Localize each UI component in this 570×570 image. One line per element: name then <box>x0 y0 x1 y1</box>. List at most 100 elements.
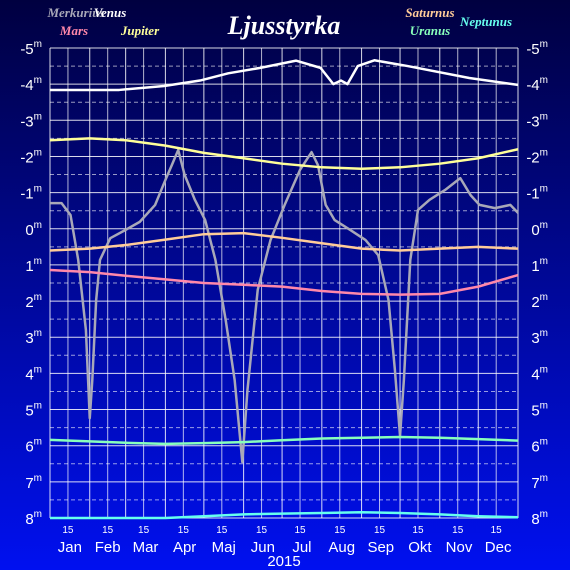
y-tick-unit: m <box>540 147 548 158</box>
y-tick-label: 4m <box>25 364 42 383</box>
y-tick-unit: m <box>34 509 42 520</box>
y-tick-value: -1 <box>526 186 539 203</box>
month-label: Apr <box>173 539 196 556</box>
x-tick-label: 15 <box>491 525 503 536</box>
y-tick-label: -2m <box>20 147 42 166</box>
y-tick-label: 8m <box>531 509 548 528</box>
month-label: Nov <box>446 539 473 556</box>
y-tick-unit: m <box>540 184 548 195</box>
y-tick-unit: m <box>34 184 42 195</box>
x-tick-label: 15 <box>62 525 74 536</box>
y-tick-label: -4m <box>526 75 548 94</box>
y-tick-value: 0 <box>25 222 33 239</box>
y-tick-unit: m <box>540 437 548 448</box>
y-tick-value: -4 <box>526 77 539 94</box>
y-tick-value: -3 <box>526 113 539 130</box>
y-tick-label: -5m <box>526 39 548 58</box>
month-label: Sep <box>367 539 394 556</box>
y-tick-unit: m <box>34 220 42 231</box>
month-label: Jul <box>292 539 311 556</box>
y-tick-unit: m <box>34 39 42 50</box>
series-line <box>49 137 519 170</box>
y-tick-unit: m <box>34 328 42 339</box>
y-tick-label: 5m <box>531 401 548 420</box>
y-tick-label: -2m <box>526 147 548 166</box>
y-tick-label: 0m <box>531 220 548 239</box>
y-tick-label: -1m <box>20 184 42 203</box>
series-line <box>50 59 519 92</box>
y-tick-value: 7 <box>25 475 33 492</box>
y-tick-value: -2 <box>20 149 33 166</box>
y-tick-label: 8m <box>25 509 42 528</box>
y-tick-label: 5m <box>25 401 42 420</box>
legend-entry: Venus <box>94 5 127 20</box>
y-tick-unit: m <box>540 364 548 375</box>
x-tick-label: 15 <box>178 525 190 536</box>
month-label: Feb <box>95 539 121 556</box>
y-tick-value: 2 <box>25 294 33 311</box>
y-tick-label: 3m <box>531 328 548 347</box>
y-tick-label: 1m <box>25 256 42 275</box>
y-tick-label: 0m <box>25 220 42 239</box>
month-label: Dec <box>485 539 512 556</box>
series-line <box>50 148 519 464</box>
y-tick-unit: m <box>34 401 42 412</box>
y-tick-value: 2 <box>531 294 539 311</box>
month-label: Jun <box>251 539 275 556</box>
y-tick-unit: m <box>540 220 548 231</box>
x-tick-label: 15 <box>256 525 268 536</box>
y-tick-label: 1m <box>531 256 548 275</box>
y-tick-unit: m <box>34 364 42 375</box>
y-tick-value: 4 <box>531 366 539 383</box>
y-tick-value: -3 <box>20 113 33 130</box>
y-tick-unit: m <box>540 75 548 86</box>
y-tick-value: 6 <box>531 439 539 456</box>
y-tick-label: -1m <box>526 184 548 203</box>
y-tick-unit: m <box>540 509 548 520</box>
chart-title: Ljusstyrka <box>227 11 341 40</box>
y-tick-unit: m <box>34 111 42 122</box>
y-tick-label: 3m <box>25 328 42 347</box>
x-axis-label: 2015 <box>267 553 300 570</box>
y-tick-label: -5m <box>20 39 42 58</box>
y-tick-unit: m <box>34 75 42 86</box>
y-tick-label: 7m <box>531 473 548 492</box>
y-tick-unit: m <box>540 292 548 303</box>
y-tick-unit: m <box>34 292 42 303</box>
y-tick-value: 6 <box>25 439 33 456</box>
y-tick-value: 5 <box>25 403 33 420</box>
y-tick-value: 7 <box>531 475 539 492</box>
y-tick-value: 0 <box>531 222 539 239</box>
legend-entry: Merkurius <box>46 5 104 20</box>
month-label: Aug <box>328 539 355 556</box>
y-tick-unit: m <box>540 256 548 267</box>
y-tick-unit: m <box>540 111 548 122</box>
y-tick-value: 1 <box>25 258 33 275</box>
x-tick-label: 15 <box>102 525 114 536</box>
month-label: Jan <box>58 539 82 556</box>
x-tick-label: 15 <box>294 525 306 536</box>
series-line <box>50 510 519 520</box>
y-tick-value: -1 <box>20 186 33 203</box>
series-line <box>49 435 519 446</box>
y-tick-value: 8 <box>531 511 539 528</box>
legend-entry: Uranus <box>410 23 450 38</box>
month-label: Okt <box>408 539 432 556</box>
x-tick-label: 15 <box>138 525 150 536</box>
y-tick-value: -2 <box>526 149 539 166</box>
x-tick-label: 15 <box>412 525 424 536</box>
y-tick-unit: m <box>34 473 42 484</box>
y-tick-label: 6m <box>531 437 548 456</box>
y-tick-value: 4 <box>25 366 33 383</box>
y-tick-unit: m <box>540 39 548 50</box>
y-tick-unit: m <box>34 256 42 267</box>
y-tick-unit: m <box>540 473 548 484</box>
legend-entry: Jupiter <box>120 23 160 38</box>
y-tick-label: 2m <box>531 292 548 311</box>
y-tick-value: 8 <box>25 511 33 528</box>
y-tick-value: 3 <box>531 330 539 347</box>
y-tick-unit: m <box>34 437 42 448</box>
y-tick-label: -3m <box>526 111 548 130</box>
